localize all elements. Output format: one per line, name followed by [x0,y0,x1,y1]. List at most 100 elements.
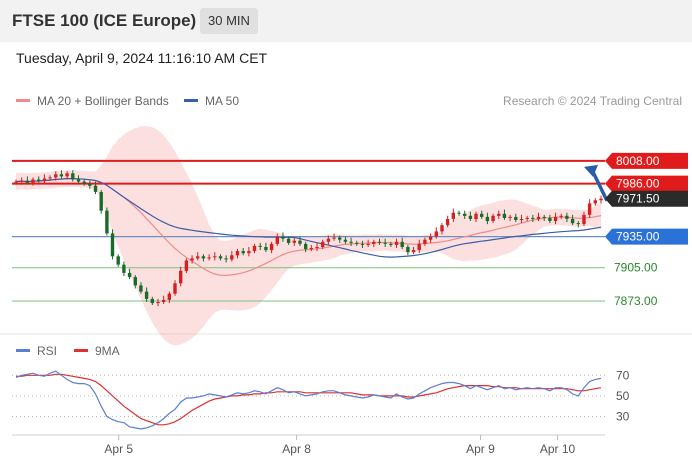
time-label-apr-5: Apr 5 [104,442,133,456]
candle-body [417,243,421,251]
candle-body [173,283,177,294]
candle-body [434,231,438,237]
legend-swatch-rsi [16,349,30,352]
time-label-apr-8: Apr 8 [282,442,311,456]
level-label-8008-00: 8008.00 [616,154,660,168]
level-label-7905-00: 7905.00 [614,261,658,275]
candle-body [235,251,240,256]
candle-body [389,243,393,245]
candle-body [315,247,319,248]
candle-body [42,178,47,181]
candle-body [445,219,450,226]
candle-body [59,174,64,177]
rsi-ma-line [16,373,602,426]
header-bar: FTSE 100 (ICE Europe) 30 MIN [0,0,692,42]
candle-body [196,256,200,259]
candle-body [343,239,348,242]
candle-body [548,217,552,221]
legend-swatch-ma50 [184,99,198,102]
level-tag-7935-00 [605,228,688,245]
candle-body [88,183,92,186]
candle-body [281,236,285,239]
candle-body [423,239,427,244]
projection-arrow-shaft [590,169,609,202]
level-label-7935-00: 7935.00 [616,230,660,244]
time-label-apr-10: Apr 10 [540,442,576,456]
candle-body [383,242,387,244]
candle-body [559,215,563,217]
candle-body [440,225,444,232]
candle-body [218,256,223,259]
candle-body [553,216,558,222]
candle-body [582,214,586,225]
level-tag-8008-00 [605,152,688,169]
candle-body [360,243,365,245]
candle-body [48,177,52,179]
rsi-tick-50: 50 [616,389,630,403]
candle-body [224,258,228,260]
candle-body [514,216,518,220]
candle-body [394,241,399,245]
candle-body [428,236,433,240]
candle-body [406,247,410,253]
candle-body [71,173,75,180]
time-label-apr-9: Apr 9 [466,442,495,456]
interval-badge[interactable]: 30 MIN [200,8,258,34]
legend-swatch-9ma [74,349,88,352]
legend-swatch-ma20 [16,99,30,102]
candle-body [332,237,336,239]
candle-body [54,174,58,178]
candle-body [321,241,325,247]
candle-body [65,173,69,177]
ma50-line [15,177,602,258]
candle-body [14,181,18,183]
candle-body [338,237,342,240]
candle-body [480,213,484,217]
candle-body [258,245,262,247]
candle-body [525,217,529,219]
candle-body [201,256,206,259]
candle-body [122,264,126,273]
candle-body [292,240,296,243]
level-tag-7971-50 [605,190,688,207]
candle-body [269,243,274,251]
candle-body [230,255,234,260]
candle-body [162,299,166,302]
candle-body [31,179,35,183]
candle-body [167,293,171,300]
candle-body [241,251,245,254]
candle-body [99,192,103,211]
candle-body [485,216,490,222]
candle-body [156,302,160,303]
candle-body [252,245,257,252]
candle-body [37,179,41,181]
candle-body [491,215,495,221]
candle-body [116,256,120,265]
candle-body [144,291,149,299]
candles-group [14,170,603,307]
candle-body [519,219,524,220]
candle-body [411,250,416,253]
legend-label-rsi: RSI [37,344,57,358]
candle-body [286,238,291,243]
candle-body [190,258,194,261]
candle-body [133,277,137,286]
legend-label-ma50: MA 50 [205,94,239,108]
candle-body [105,210,109,234]
candle-body [463,213,467,216]
candle-body [110,233,115,257]
candle-body [576,223,580,225]
level-tag-7986-00 [605,175,688,192]
candle-body [179,270,183,284]
candle-body [474,213,478,219]
candle-body [275,236,279,244]
candle-body [326,238,331,242]
candle-body [531,217,535,219]
rsi-tick-70: 70 [616,368,630,382]
candle-body [587,203,592,215]
candle-body [207,257,211,259]
level-label-7971-50: 7971.50 [616,192,660,206]
candle-body [25,180,30,183]
candle-body [298,240,302,244]
candle-body [536,216,541,219]
